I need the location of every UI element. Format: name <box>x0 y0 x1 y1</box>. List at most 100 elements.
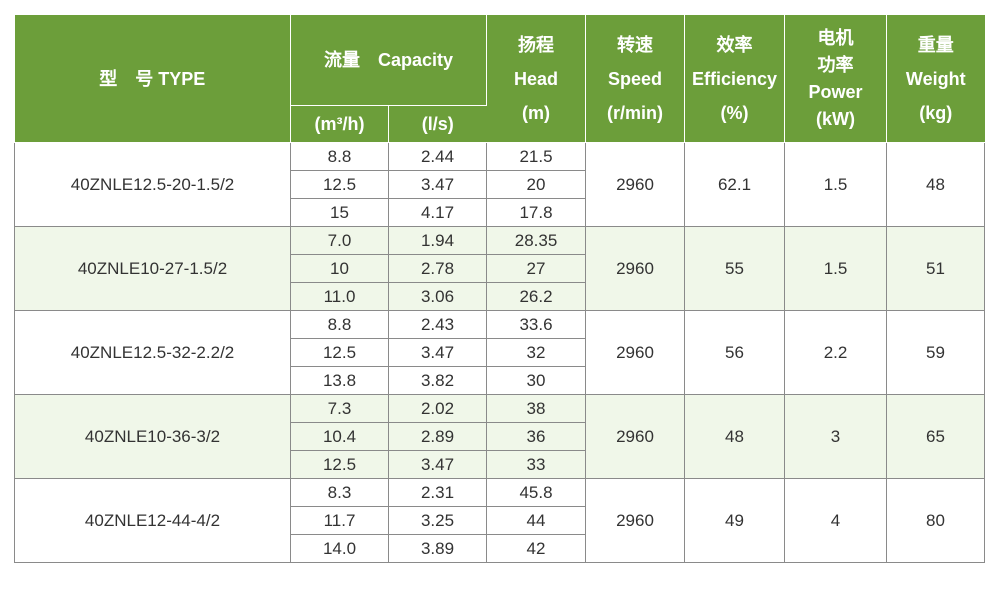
capacity-m3h-cell: 8.8 <box>290 142 389 171</box>
speed-cell: 2960 <box>585 142 686 227</box>
table-row: 12.5 3.47 20 <box>15 170 985 199</box>
head-cell: 45.8 <box>486 478 587 507</box>
capacity-ls-cell: 3.06 <box>387 282 488 311</box>
head-cell: 30 <box>486 366 587 395</box>
capacity-ls-cell: 3.82 <box>387 366 488 395</box>
efficiency-cell: 48 <box>684 394 786 479</box>
speed-cell: 2960 <box>585 394 686 479</box>
head-cell: 42 <box>486 534 587 563</box>
header-head-unit: (m) <box>522 102 551 123</box>
capacity-m3h-cell: 7.0 <box>290 226 389 255</box>
header-speed-cn: 转速 <box>617 34 654 55</box>
header-power-cn2: 功率 <box>817 54 854 75</box>
pump-spec-table: 型 号 TYPE 流量 Capacity 扬程 Head (m) 转速 Spee… <box>14 15 986 563</box>
capacity-ls-cell: 3.47 <box>387 170 488 199</box>
power-cell: 3 <box>784 394 888 479</box>
capacity-ls-cell: 2.78 <box>387 254 488 283</box>
header-weight-en: Weight <box>905 68 966 89</box>
capacity-m3h-cell: 8.8 <box>290 310 389 339</box>
table-row: 40ZNLE12.5-32-2.2/2 8.8 2.43 33.6 2960 56 2.2 5… <box>14 310 986 395</box>
header-capacity-m3h: (m³/h) <box>290 105 389 143</box>
head-cell: 44 <box>486 506 587 535</box>
table-row: 12.5 3.47 33 <box>15 450 985 479</box>
capacity-ls-cell: 2.44 <box>387 142 488 171</box>
capacity-m3h-cell: 13.8 <box>290 366 389 395</box>
header-power-cn1: 电机 <box>817 27 854 48</box>
header-capacity-ls: (l/s) <box>388 105 487 143</box>
capacity-ls-cell: 1.94 <box>387 226 488 255</box>
weight-cell: 48 <box>886 142 986 227</box>
capacity-ls-cell: 2.43 <box>387 310 488 339</box>
capacity-m3h-cell: 8.3 <box>290 478 389 507</box>
capacity-ls-cell: 3.47 <box>387 450 488 479</box>
capacity-m3h-cell: 11.0 <box>290 282 389 311</box>
capacity-ls-cell: 3.47 <box>387 338 488 367</box>
weight-cell: 59 <box>886 310 986 395</box>
head-cell: 26.2 <box>486 282 587 311</box>
header-type: 型 号 TYPE <box>14 15 291 143</box>
table-row: 11.0 3.06 26.2 <box>15 282 985 311</box>
model-type-cell: 40ZNLE12-44-4/2 <box>14 478 291 563</box>
head-cell: 17.8 <box>486 198 587 227</box>
efficiency-cell: 62.1 <box>684 142 786 227</box>
head-cell: 33.6 <box>486 310 587 339</box>
capacity-ls-cell: 3.25 <box>387 506 488 535</box>
header-speed-en: Speed <box>608 68 663 89</box>
header-capacity: 流量 Capacity <box>290 15 488 106</box>
capacity-m3h-cell: 11.7 <box>290 506 389 535</box>
table-row: 11.7 3.25 44 <box>15 506 985 535</box>
header-head-cn: 扬程 <box>518 34 555 55</box>
head-cell: 33 <box>486 450 587 479</box>
table-row: 10 2.78 27 <box>15 254 985 283</box>
speed-cell: 2960 <box>585 310 686 395</box>
power-cell: 1.5 <box>784 226 888 311</box>
capacity-m3h-cell: 10.4 <box>290 422 389 451</box>
head-cell: 32 <box>486 338 587 367</box>
header-weight-cn: 重量 <box>917 34 954 55</box>
speed-cell: 2960 <box>585 226 686 311</box>
capacity-m3h-cell: 12.5 <box>290 450 389 479</box>
weight-cell: 51 <box>886 226 986 311</box>
header-speed-unit: (r/min) <box>607 102 664 123</box>
model-type-cell: 40ZNLE10-36-3/2 <box>14 394 291 479</box>
capacity-ls-cell: 2.31 <box>387 478 488 507</box>
capacity-m3h-cell: 10 <box>290 254 389 283</box>
model-type-cell: 40ZNLE12.5-20-1.5/2 <box>14 142 291 227</box>
head-cell: 27 <box>486 254 587 283</box>
capacity-m3h-cell: 7.3 <box>290 394 389 423</box>
weight-cell: 80 <box>886 478 986 563</box>
table-row: 15 4.17 17.8 <box>15 198 985 227</box>
model-type-cell: 40ZNLE10-27-1.5/2 <box>14 226 291 311</box>
table-row: 14.0 3.89 42 <box>15 534 985 563</box>
head-cell: 20 <box>486 170 587 199</box>
header-head: 扬程 Head (m) <box>486 15 587 143</box>
table-row: 40ZNLE12.5-20-1.5/2 8.8 2.44 21.5 2960 62.1 1.… <box>14 142 986 227</box>
table-row: 40ZNLE10-27-1.5/2 7.0 1.94 28.35 2960 55 1.5 51 <box>14 226 986 311</box>
efficiency-cell: 55 <box>684 226 786 311</box>
header-eff-en: Efficiency <box>691 68 778 89</box>
capacity-m3h-cell: 12.5 <box>290 338 389 367</box>
power-cell: 2.2 <box>784 310 888 395</box>
header-eff-cn: 效率 <box>716 34 753 55</box>
model-type-cell: 40ZNLE12.5-32-2.2/2 <box>14 310 291 395</box>
header-head-en: Head <box>514 68 559 89</box>
table-row: 40ZNLE12-44-4/2 8.3 2.31 45.8 2960 49 4 80 <box>14 478 986 563</box>
efficiency-cell: 56 <box>684 310 786 395</box>
table-row: 40ZNLE10-36-3/2 7.3 2.02 38 2960 48 3 65 <box>14 394 986 479</box>
head-cell: 38 <box>486 394 587 423</box>
header-weight-unit: (kg) <box>919 102 953 123</box>
weight-cell: 65 <box>886 394 986 479</box>
table-row: 12.5 3.47 32 <box>15 338 985 367</box>
header-weight: 重量 Weight (kg) <box>886 15 985 143</box>
capacity-ls-cell: 2.89 <box>387 422 488 451</box>
power-cell: 1.5 <box>784 142 888 227</box>
capacity-ls-cell: 2.02 <box>387 394 488 423</box>
table-row: 13.8 3.82 30 <box>15 366 985 395</box>
efficiency-cell: 49 <box>684 478 786 563</box>
head-cell: 21.5 <box>486 142 587 171</box>
capacity-ls-cell: 4.17 <box>387 198 488 227</box>
head-cell: 36 <box>486 422 587 451</box>
header-efficiency: 效率 Efficiency (%) <box>684 15 786 143</box>
head-cell: 28.35 <box>486 226 587 255</box>
header-eff-unit: (%) <box>720 102 749 123</box>
